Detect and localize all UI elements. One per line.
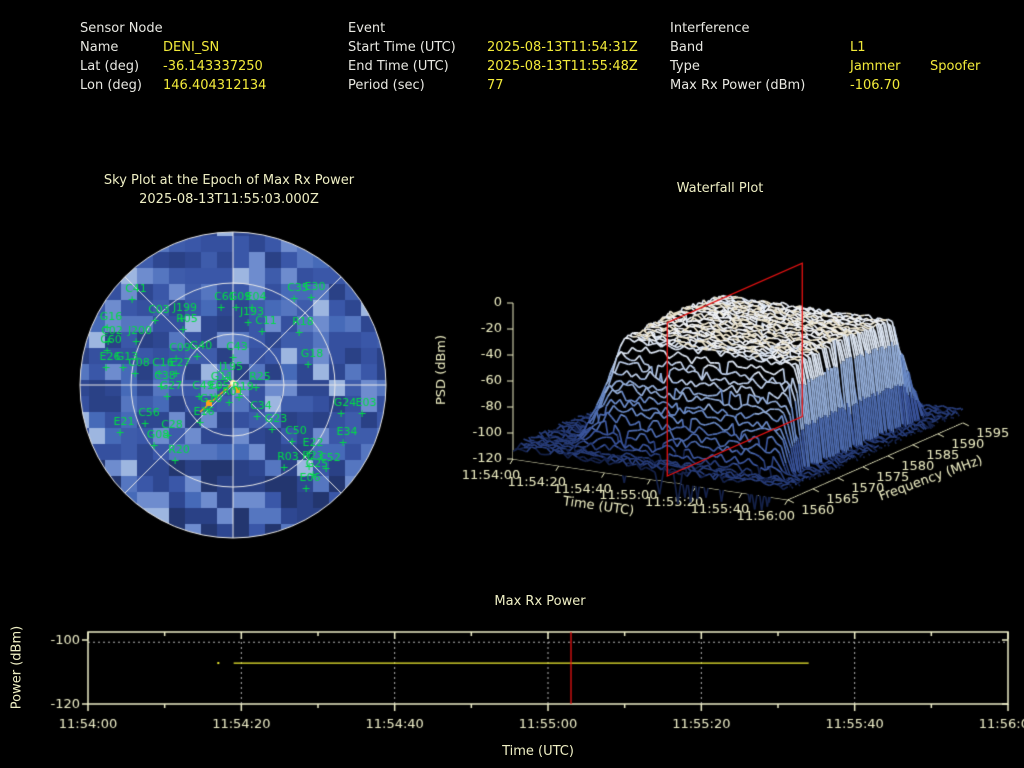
event-title: Event bbox=[348, 21, 386, 36]
event-period-label: Period (sec) bbox=[348, 78, 425, 93]
interference-type-value-1: Jammer bbox=[850, 59, 901, 74]
sensor-lon-label: Lon (deg) bbox=[80, 78, 142, 93]
power-plot-canvas bbox=[0, 585, 1024, 768]
sensor-node-title: Sensor Node bbox=[80, 21, 163, 36]
sensor-lat-label: Lat (deg) bbox=[80, 59, 140, 74]
event-start-value: 2025-08-13T11:54:31Z bbox=[487, 40, 638, 55]
sky-plot-title: Sky Plot at the Epoch of Max Rx Power bbox=[103, 173, 355, 188]
event-end-value: 2025-08-13T11:55:48Z bbox=[487, 59, 638, 74]
interference-type-label: Type bbox=[670, 59, 700, 74]
interference-band-value: L1 bbox=[850, 40, 866, 55]
interference-type-value-2: Spoofer bbox=[930, 59, 981, 74]
sensor-lon-value: 146.404312134 bbox=[163, 78, 267, 93]
interference-band-label: Band bbox=[670, 40, 704, 55]
event-start-label: Start Time (UTC) bbox=[348, 40, 456, 55]
sky-plot-canvas bbox=[63, 225, 403, 545]
sky-plot-subtitle: 2025-08-13T11:55:03.000Z bbox=[139, 192, 319, 207]
sensor-name-value: DENI_SN bbox=[163, 40, 220, 55]
event-period-value: 77 bbox=[487, 78, 504, 93]
interference-power-label: Max Rx Power (dBm) bbox=[670, 78, 806, 93]
sensor-name-label: Name bbox=[80, 40, 119, 55]
interference-title: Interference bbox=[670, 21, 750, 36]
sensor-lat-value: -36.143337250 bbox=[163, 59, 263, 74]
waterfall-canvas bbox=[430, 230, 1024, 560]
event-end-label: End Time (UTC) bbox=[348, 59, 449, 74]
interference-power-value: -106.70 bbox=[850, 78, 901, 93]
waterfall-title: Waterfall Plot bbox=[676, 181, 764, 196]
